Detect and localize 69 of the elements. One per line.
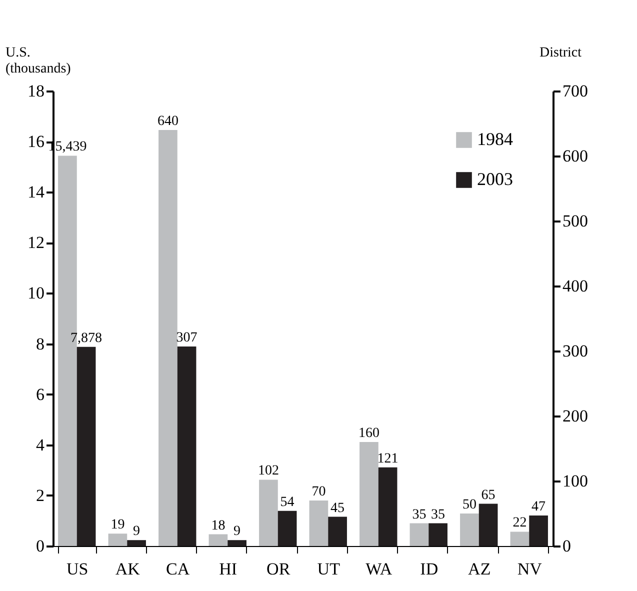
data-label: 54 [280, 494, 294, 510]
x-tick-label: OR [266, 560, 291, 578]
x-tick-label: CA [166, 560, 190, 578]
y2-axis-title: District [540, 46, 582, 60]
x-tick-label: AK [115, 560, 141, 578]
bar [328, 516, 347, 546]
bar [158, 130, 178, 546]
bar [360, 442, 378, 546]
data-label: 19 [110, 518, 125, 533]
y-tick-label: 2 [36, 486, 44, 505]
y-tick-label: 0 [36, 536, 44, 556]
x-tick-label: HI [219, 560, 238, 578]
x-tick-label: WA [366, 560, 393, 578]
bar [177, 346, 196, 546]
x-tick-label: UT [317, 560, 341, 578]
data-label: 35 [431, 507, 446, 522]
bar [460, 514, 479, 546]
data-label: 47 [532, 499, 546, 514]
legend-label: 1984 [477, 129, 513, 149]
data-label: 65 [481, 488, 496, 503]
bar [127, 540, 146, 546]
data-label: 121 [377, 451, 398, 466]
annotation: 7,878 [70, 330, 102, 346]
y2-tick-label: 500 [562, 212, 588, 230]
bar [378, 467, 398, 546]
y-tick-label: 4 [36, 435, 45, 454]
data-label: 18 [211, 518, 226, 534]
y-tick-label: 18 [28, 82, 44, 100]
bar [309, 500, 328, 546]
legend-label: 2003 [477, 169, 513, 189]
bar [410, 523, 429, 546]
data-label: 22 [512, 516, 527, 531]
bar [478, 504, 498, 546]
bar [529, 515, 548, 546]
y-axis-title: U.S. (thousands) [6, 46, 72, 76]
bar [228, 540, 246, 546]
data-label: 35 [412, 507, 426, 522]
data-label: 45 [330, 500, 345, 516]
data-label: 70 [312, 484, 326, 500]
y2-tick-label: 200 [562, 406, 588, 426]
bar [428, 523, 448, 546]
y2-tick-label: 600 [562, 146, 588, 166]
data-label: 640 [157, 114, 178, 129]
x-tick-label: AZ [468, 560, 491, 578]
data-label: 50 [462, 498, 476, 512]
bar [208, 534, 228, 546]
y-tick-label: 10 [28, 284, 44, 303]
y2-tick-label: 400 [562, 276, 588, 296]
data-label: 102 [258, 464, 279, 479]
bar [278, 510, 297, 546]
y-tick-label: 8 [36, 334, 44, 354]
x-tick-label: US [66, 560, 88, 578]
y-tick-label: 14 [28, 182, 45, 202]
y2-tick-label: 0 [562, 536, 571, 556]
x-tick-label: ID [420, 560, 438, 578]
y-tick-label: 6 [36, 384, 44, 404]
data-label: 307 [176, 330, 198, 346]
bar [259, 480, 278, 546]
y2-tick-label: 300 [562, 342, 588, 360]
y-tick-label: 16 [28, 132, 44, 152]
y2-tick-label: 100 [562, 472, 588, 490]
x-tick-label: NV [517, 560, 543, 578]
data-label: 9 [234, 524, 241, 540]
data-label: 9 [133, 524, 140, 540]
data-label: 160 [358, 426, 380, 441]
bar [510, 532, 530, 546]
bar [108, 534, 128, 546]
y2-tick-label: 700 [562, 82, 588, 100]
y-tick-label: 12 [28, 233, 44, 252]
